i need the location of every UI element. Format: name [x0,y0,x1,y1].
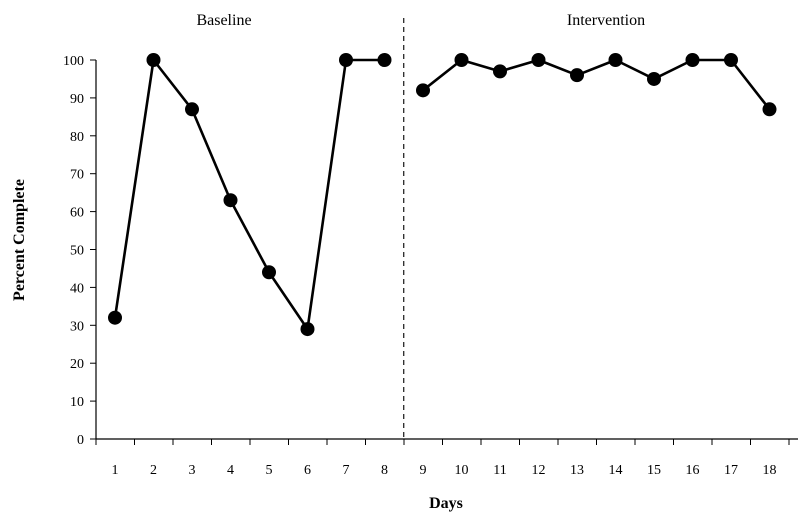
data-point [146,53,161,67]
x-tick-label: 5 [266,463,273,478]
y-tick-label: 80 [70,130,84,145]
series-intervention [416,53,777,117]
phase-labels: Baseline Intervention [196,12,645,29]
y-tick-label: 70 [70,168,84,183]
y-tick-label: 20 [70,357,84,372]
data-point [608,53,623,67]
data-point [493,64,507,79]
data-point [300,322,315,337]
series-line [113,58,385,331]
series-baseline [108,53,392,337]
y-tick-label: 10 [70,395,84,410]
x-tick-label: 2 [150,463,157,478]
data-point [531,53,546,67]
data-point [377,53,392,67]
x-tick-label: 3 [189,463,196,478]
x-tick-label: 8 [381,463,388,478]
x-tick-label: 1 [112,463,119,478]
x-tick-label: 10 [455,463,469,478]
x-tick-label: 11 [493,463,506,478]
data-point [185,102,199,117]
data-point [223,193,238,208]
data-point [416,83,430,98]
x-tick-label: 16 [686,463,700,478]
series-line [422,58,771,111]
axes [95,60,798,440]
data-point [454,53,469,67]
x-axis-title: Days [429,495,463,512]
y-tick-label: 90 [70,92,84,107]
y-axis-title: Percent Complete [11,179,28,301]
x-tick-label: 12 [532,463,546,478]
x-tick-label: 9 [420,463,427,478]
y-tick-label: 30 [70,319,84,334]
phase-label-intervention: Intervention [567,12,645,29]
x-tick-label: 17 [724,463,738,478]
data-point [685,53,700,67]
series-layer [108,53,777,337]
data-point [647,71,661,86]
data-point [339,53,353,67]
data-point [108,310,122,325]
data-point [262,265,276,280]
y-tick-label: 60 [70,206,84,221]
x-tick-label: 13 [570,463,584,478]
phase-label-baseline: Baseline [196,12,251,29]
data-point [570,68,584,83]
ticks [90,59,790,445]
data-point [762,102,777,117]
y-tick-label: 100 [63,54,84,69]
y-tick-label: 40 [70,281,84,296]
x-tick-label: 14 [609,463,623,478]
x-tick-label: 15 [647,463,661,478]
x-tick-label: 6 [304,463,311,478]
y-tick-label: 0 [77,433,84,448]
y-tick-label: 50 [70,244,84,259]
x-tick-label: 4 [227,463,234,478]
x-tick-label: 18 [763,463,777,478]
x-tick-label: 7 [343,463,350,478]
data-point [724,53,738,67]
